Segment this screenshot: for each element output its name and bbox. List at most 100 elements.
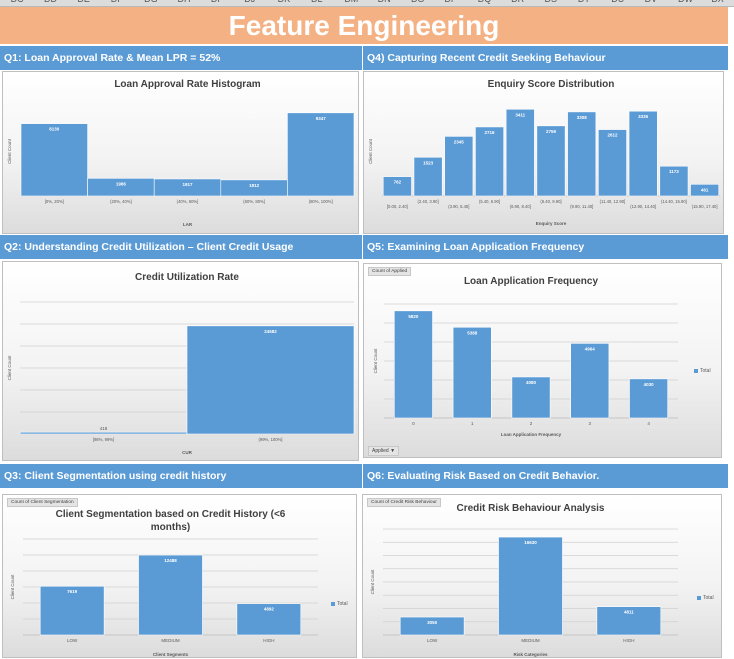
column-header: DK [278,0,291,4]
bar [628,110,658,197]
bar [659,165,689,197]
section-title-q5: Q5: Examining Loan Application Frequency [363,235,728,259]
chevron-down-icon: ▼ [390,448,396,454]
bar [505,108,535,197]
chart-title: Loan Approval Rate Histogram [114,79,260,90]
legend-label: Total [703,595,714,601]
data-label: 418 [100,426,108,431]
legend-label: Total [700,368,711,374]
x-tick-label: (80%, 100%] [309,199,333,204]
x-axis-label: CUR [182,450,192,455]
page-title: Feature Engineering [0,7,728,44]
chart-credit-risk-behaviour[interactable]: Credit Risk Behaviour Analysis Client Cou… [362,494,722,658]
chart-legend: Total [697,595,714,601]
bar [690,183,720,197]
x-tick-label: (11.40, 12.90] [600,199,626,204]
x-tick-label: (2.40, 3.90] [417,199,438,204]
x-tick-label: LOW [67,638,78,643]
bar [236,603,302,636]
bar [413,156,443,197]
chart-credit-utilization[interactable]: Credit Utilization Rate Client Count CUR 41… [2,261,359,461]
column-header: DG [144,0,158,4]
data-label: 8130 [49,127,60,132]
bar [596,606,662,636]
legend-swatch [697,595,701,600]
chart-svg: Credit Utilization Rate Client Count CUR 41… [7,272,355,455]
data-label: 1523 [423,160,434,165]
column-header: DC [11,0,24,4]
data-label: 1173 [669,169,679,174]
x-tick-label: 0 [412,421,415,426]
x-tick-label: (5.40, 6.90] [479,199,500,204]
data-label: 4892 [264,607,275,612]
x-axis-label: Risk Categories [513,652,548,657]
bar [19,431,188,435]
section-title-q3: Q3: Client Segmentation using credit his… [0,464,362,488]
slicer-applied[interactable]: Applied ▼ [368,446,400,456]
slicer-label: Applied [372,448,389,454]
y-axis-label: Client Count [7,138,12,164]
bar [629,378,669,419]
x-tick-label: (12.90, 14.40] [630,204,656,209]
data-label: 3411 [515,112,525,117]
pivot-field-button[interactable]: Count of Applied [368,267,412,276]
x-axis-label: Loan Application Frequency [501,432,562,437]
data-label: 1812 [249,183,260,188]
data-label: 16630 [524,540,537,545]
column-header: DI [211,0,220,4]
x-axis-label: Enquiry Score [536,221,567,226]
chart-client-segmentation[interactable]: Client Segmentation based on Credit Hist… [2,494,357,658]
bar [399,616,465,636]
x-tick-label: (40%, 60%] [177,199,199,204]
column-header: DU [611,0,624,4]
data-label: 2612 [607,133,618,138]
x-axis-label: Client Segments [153,652,189,657]
bar [138,554,203,636]
chart-title: months) [151,522,190,533]
pivot-field-button[interactable]: Count of Credit Risk Behaviour [367,498,441,507]
data-label: 5388 [467,330,478,335]
data-label: 2759 [546,129,557,134]
x-tick-label: LOW [427,638,438,643]
column-header: DW [678,0,693,4]
x-tick-label: [0%, 20%] [45,199,64,204]
y-axis-label: Client Count [370,569,375,595]
chart-enquiry-score[interactable]: Enquiry Score Distribution Client Count En… [363,71,724,234]
bar [444,136,474,197]
column-header: DV [645,0,658,4]
bar [536,125,566,197]
column-header: DO [411,0,425,4]
column-header: DJ [244,0,255,4]
bar [382,176,412,197]
section-title-q2: Q2: Understanding Credit Utilization – C… [0,235,362,259]
data-label: 3308 [577,115,588,120]
x-tick-label: (14.40, 15.90] [661,199,687,204]
chart-loan-approval-rate[interactable]: Loan Approval Rate Histogram Client Count… [2,71,359,234]
x-tick-label: (6.90, 8.40] [510,204,531,209]
legend-label: Total [337,601,348,607]
column-header: DP [444,0,457,4]
chart-svg: Enquiry Score Distribution Client Count En… [368,79,720,226]
column-header: DX [711,0,724,4]
x-tick-label: (9.90, 11.40] [570,204,593,209]
data-label: 7619 [67,589,78,594]
chart-title: Credit Utilization Rate [135,272,239,283]
chart-title: Enquiry Score Distribution [488,79,615,90]
column-header: DR [511,0,524,4]
chart-svg: Loan Approval Rate Histogram Client Count… [7,79,355,227]
data-label: 461 [701,187,709,192]
pivot-field-button[interactable]: Count of Client Segmentation [7,498,78,507]
x-tick-label: (60%, 80%] [243,199,265,204]
chart-title: Credit Risk Behaviour Analysis [456,503,604,514]
column-header: DQ [478,0,492,4]
bar [498,536,563,636]
bar [567,111,597,197]
chart-svg: Loan Application Frequency Client Count Lo… [373,276,678,437]
data-label: 12488 [164,558,177,563]
chart-loan-application-frequency[interactable]: Loan Application Frequency Client Count Lo… [363,263,722,458]
column-header: DH [178,0,191,4]
bar [186,325,355,435]
x-tick-label: HIGH [263,638,274,643]
data-label: 4964 [585,346,596,351]
data-label: 4080 [526,380,537,385]
